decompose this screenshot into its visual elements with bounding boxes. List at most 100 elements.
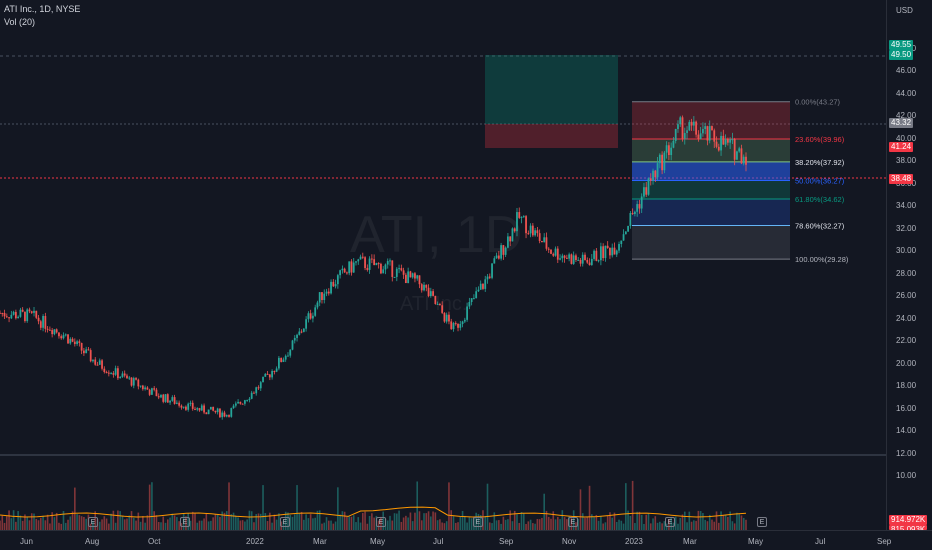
- volume-bar: [325, 517, 328, 530]
- candle-body: [51, 330, 54, 335]
- volume-bar: [74, 487, 76, 530]
- volume-bar: [269, 512, 271, 530]
- volume-bar: [563, 517, 566, 530]
- volume-bar: [212, 517, 214, 530]
- candle-body: [180, 405, 183, 408]
- volume-bar: [681, 514, 684, 530]
- volume-bar: [166, 519, 169, 530]
- volume-bar: [58, 522, 60, 530]
- volume-bar: [123, 519, 126, 530]
- candle-body: [42, 316, 44, 328]
- volume-bar: [620, 520, 623, 530]
- price-tick-label: 12.00: [896, 448, 917, 458]
- time-axis[interactable]: Jun Aug Oct 2022 Mar May Jul Sep Nov 2023 Mar May Ju…: [0, 530, 932, 550]
- candle-body: [416, 275, 419, 279]
- candle-body: [232, 405, 235, 409]
- candle-body: [649, 178, 652, 181]
- volume-bar: [722, 515, 725, 530]
- time-tick-label: Jun: [20, 537, 33, 546]
- candle-body: [221, 412, 224, 418]
- volume-bar: [690, 521, 693, 530]
- earnings-badge-icon[interactable]: E: [88, 517, 98, 527]
- candle-body: [87, 349, 90, 351]
- candle-body: [216, 408, 219, 413]
- earnings-badge-icon[interactable]: E: [568, 517, 578, 527]
- candle-body: [230, 408, 233, 417]
- volume-bar: [581, 513, 584, 530]
- volume-bar: [114, 522, 117, 530]
- candle-body: [575, 255, 577, 261]
- candle-body: [132, 378, 135, 386]
- volume-bar: [305, 514, 307, 530]
- earnings-badge-icon[interactable]: E: [665, 517, 675, 527]
- volume-tag-a: 914.972K: [889, 515, 928, 525]
- volume-bar: [241, 520, 244, 530]
- price-axis[interactable]: USD 48.0046.0044.0042.0040.0038.0036.003…: [886, 0, 932, 530]
- candle-body: [488, 276, 491, 278]
- volume-bar: [69, 516, 72, 530]
- earnings-badge-icon[interactable]: E: [180, 517, 190, 527]
- fib-zone: [632, 225, 790, 260]
- volume-bar: [348, 516, 350, 530]
- long-position-stop-zone: [485, 124, 618, 148]
- candle-body: [484, 279, 487, 289]
- candle-body: [24, 311, 26, 322]
- earnings-badge-icon[interactable]: E: [280, 517, 290, 527]
- candle-body: [463, 319, 466, 322]
- volume-bar: [432, 511, 434, 530]
- candle-body: [425, 284, 428, 288]
- candle-body: [53, 329, 56, 335]
- candle-body: [92, 359, 94, 362]
- volume-bar: [695, 520, 697, 530]
- candle-body: [250, 392, 253, 399]
- volume-bar: [543, 493, 545, 530]
- legend-volume-indicator[interactable]: Vol (20): [4, 17, 36, 27]
- candle-body: [101, 360, 103, 369]
- chart-area[interactable]: ATI, 1D ATI Inc. 0.00%(43.27) 23.60%(39.9…: [0, 0, 886, 530]
- volume-bar: [248, 510, 251, 530]
- volume-bar: [434, 512, 437, 530]
- candle-body: [314, 307, 317, 316]
- volume-bar: [527, 521, 530, 530]
- candle-body: [76, 341, 78, 345]
- volume-bar: [717, 522, 720, 530]
- volume-bar: [332, 523, 335, 530]
- earnings-badge-icon[interactable]: E: [473, 517, 483, 527]
- volume-bar: [101, 519, 103, 530]
- candle-body: [359, 256, 362, 260]
- candle-body: [67, 334, 69, 344]
- volume-bar: [28, 520, 31, 530]
- price-tick-label: 40.00: [896, 133, 917, 143]
- volume-bar: [228, 482, 230, 530]
- volume-bar: [724, 514, 727, 530]
- volume-bar: [697, 510, 700, 530]
- volume-bar: [94, 511, 97, 530]
- candle-body: [139, 385, 142, 387]
- candle-body: [404, 274, 407, 284]
- candle-body: [713, 130, 716, 142]
- candle-body: [352, 262, 355, 273]
- volume-bar: [420, 520, 423, 530]
- candle-body: [121, 373, 124, 377]
- candle-body: [373, 259, 376, 266]
- earnings-badge-icon[interactable]: E: [757, 517, 767, 527]
- volume-bar: [495, 520, 498, 530]
- candle-body: [205, 412, 208, 415]
- candle-body: [151, 388, 153, 395]
- candle-body: [389, 260, 391, 262]
- volume-bar: [42, 515, 44, 530]
- legend-symbol[interactable]: ATI Inc., 1D, NYSE: [4, 4, 81, 14]
- volume-bar: [194, 512, 196, 530]
- volume-bar: [189, 520, 192, 530]
- candle-body: [572, 255, 575, 264]
- volume-bar: [151, 482, 153, 530]
- earnings-badge-icon[interactable]: E: [376, 517, 386, 527]
- volume-bar: [341, 511, 344, 530]
- volume-bar: [19, 515, 22, 530]
- candle-body: [668, 145, 670, 156]
- volume-bar: [282, 520, 285, 530]
- volume-bar: [49, 523, 51, 530]
- volume-bar: [645, 514, 648, 530]
- candle-body: [475, 291, 478, 299]
- price-chart-svg[interactable]: 0.00%(43.27) 23.60%(39.96) 38.20%(37.92) 50…: [0, 0, 886, 530]
